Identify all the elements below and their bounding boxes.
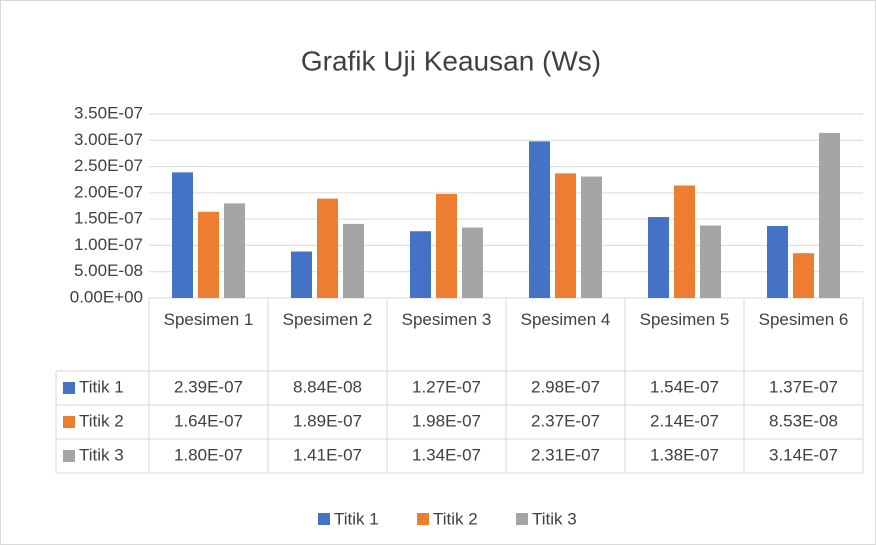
legend-key	[63, 416, 75, 428]
bar	[767, 225, 788, 298]
bar	[581, 176, 602, 298]
table-cell: 3.14E-07	[769, 445, 838, 464]
bar	[700, 225, 721, 298]
table-row-label: Titik 3	[79, 445, 124, 464]
y-tick-label: 1.00E-07	[74, 235, 143, 254]
table-cell: 1.38E-07	[650, 445, 719, 464]
x-tick-label: Spesimen 3	[401, 310, 492, 329]
x-tick-label: Spesimen 4	[520, 310, 611, 329]
legend-key	[63, 382, 75, 394]
table-cell: 2.31E-07	[531, 445, 600, 464]
bar	[224, 203, 245, 298]
x-tick-label: Spesimen 5	[639, 310, 730, 329]
bar	[648, 217, 669, 298]
y-tick-label: 5.00E-08	[74, 261, 143, 280]
bar	[291, 251, 312, 298]
bar	[343, 223, 364, 298]
table-cell: 1.98E-07	[412, 411, 481, 430]
bar	[317, 198, 338, 298]
bar	[529, 141, 550, 298]
table-cell: 2.37E-07	[531, 411, 600, 430]
y-tick-label: 3.00E-07	[74, 130, 143, 149]
bar	[462, 227, 483, 298]
legend-key	[63, 450, 75, 462]
table-cell: 2.98E-07	[531, 377, 600, 396]
table-cell: 1.37E-07	[769, 377, 838, 396]
y-tick-label: 2.00E-07	[74, 182, 143, 201]
table-cell: 2.39E-07	[174, 377, 243, 396]
legend-key	[516, 513, 528, 525]
legend-key	[318, 513, 330, 525]
legend-key	[417, 513, 429, 525]
bar	[793, 253, 814, 298]
legend-label: Titik 1	[334, 509, 379, 528]
legend-label: Titik 3	[532, 509, 577, 528]
table-cell: 1.80E-07	[174, 445, 243, 464]
bar	[410, 231, 431, 298]
table-cell: 8.84E-08	[293, 377, 362, 396]
y-tick-label: 1.50E-07	[74, 209, 143, 228]
x-tick-label: Spesimen 2	[282, 310, 373, 329]
table-row-label: Titik 2	[79, 411, 124, 430]
bar	[674, 185, 695, 298]
x-tick-label: Spesimen 6	[758, 310, 849, 329]
table-cell: 1.27E-07	[412, 377, 481, 396]
x-tick-label: Spesimen 1	[163, 310, 254, 329]
table-cell: 8.53E-08	[769, 411, 838, 430]
table-cell: 1.89E-07	[293, 411, 362, 430]
y-tick-label: 2.50E-07	[74, 156, 143, 175]
table-cell: 1.54E-07	[650, 377, 719, 396]
table-cell: 2.14E-07	[650, 411, 719, 430]
chart-title: Grafik Uji Keausan (Ws)	[301, 45, 601, 76]
table-row-label: Titik 1	[79, 377, 124, 396]
y-tick-label: 3.50E-07	[74, 103, 143, 122]
table-cell: 1.34E-07	[412, 445, 481, 464]
bar	[555, 173, 576, 298]
table-cell: 1.64E-07	[174, 411, 243, 430]
bar	[436, 193, 457, 298]
legend-label: Titik 2	[433, 509, 478, 528]
y-tick-label: 0.00E+00	[70, 287, 143, 306]
table-cell: 1.41E-07	[293, 445, 362, 464]
bar	[172, 172, 193, 298]
bar	[819, 132, 840, 298]
bar	[198, 211, 219, 298]
